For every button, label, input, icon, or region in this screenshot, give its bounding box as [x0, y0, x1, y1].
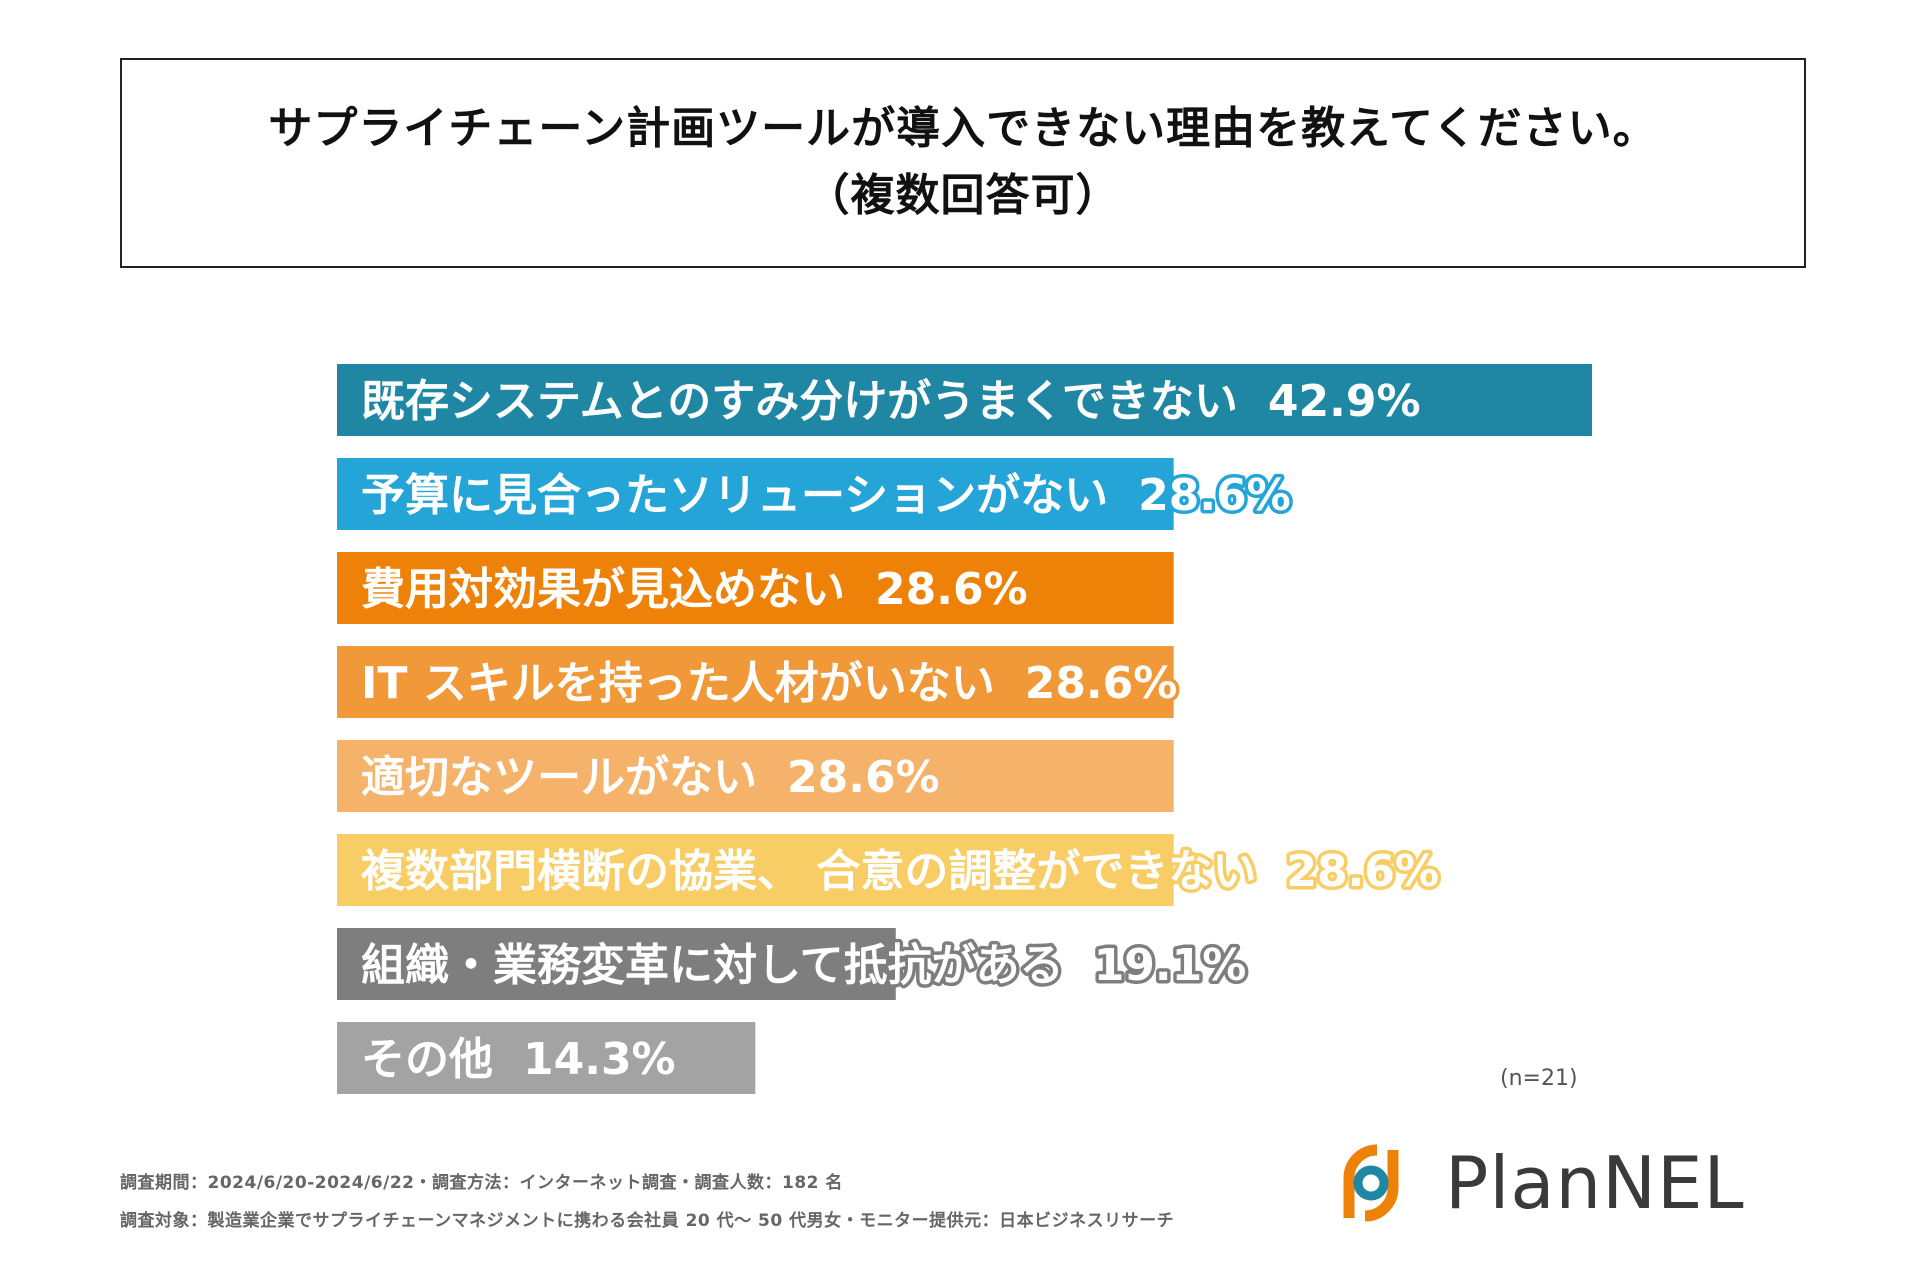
title-box: サプライチェーン計画ツールが導入できない理由を教えてください。 （複数回答可）: [120, 58, 1806, 268]
category-label: 既存システムとのすみ分けがうまくできない: [361, 376, 1238, 427]
bar-label-4: IT スキルを持った人材がいない 28.6%: [361, 658, 1177, 709]
plannel-logo: PlanNEL: [1335, 1140, 1745, 1226]
bar-label-7: 組織・業務変革に対して抵抗がある 19.1%: [361, 940, 1246, 991]
value-label: 28.6%: [787, 752, 940, 803]
category-label: 複数部門横断の協業、 合意の調整ができない: [361, 846, 1256, 897]
plannel-mark-icon: [1343, 1144, 1399, 1222]
value-label: 14.3%: [523, 1034, 676, 1085]
bar-8: [337, 1022, 756, 1094]
bar-label-5: 適切なツールがない 28.6%: [361, 752, 940, 803]
bar-label-1: 既存システムとのすみ分けがうまくできない 42.9%: [361, 376, 1421, 427]
value-label: 28.6%: [1138, 470, 1291, 521]
bar-5: [337, 740, 1174, 812]
category-label: その他: [361, 1034, 493, 1085]
value-label: 28.6%: [1286, 846, 1439, 897]
bar-3: [337, 552, 1174, 624]
category-label: 組織・業務変革に対して抵抗がある: [361, 940, 1064, 991]
bar-label-2: 予算に見合ったソリューションがない 28.6%: [361, 470, 1291, 521]
bar-7: [337, 928, 896, 1000]
bar-6: [337, 834, 1174, 906]
bar-label-8: その他 14.3%: [361, 1034, 676, 1085]
category-label: 予算に見合ったソリューションがない: [361, 470, 1108, 521]
survey-period-note: 調査期間：2024/6/20-2024/6/22・調査方法：インターネット調査・…: [120, 1173, 843, 1193]
value-label: 28.6%: [875, 564, 1028, 615]
chart-subtitle: （複数回答可）: [805, 170, 1121, 221]
value-label: 42.9%: [1268, 376, 1421, 427]
logo-text: PlanNEL: [1445, 1141, 1745, 1225]
bar-1: [337, 364, 1592, 436]
value-label: 28.6%: [1025, 658, 1178, 709]
survey-target-note: 調査対象：製造業企業でサプライチェーンマネジメントに携わる会社員 20 代〜 5…: [120, 1211, 1175, 1231]
bar-label-3: 費用対効果が見込めない 28.6%: [361, 564, 1028, 615]
chart-title: サプライチェーン計画ツールが導入できない理由を教えてください。: [268, 103, 1658, 155]
category-label: 適切なツールがない: [361, 752, 757, 803]
bar-2: [337, 458, 1174, 530]
value-label: 19.1%: [1094, 940, 1247, 991]
bar-label-6: 複数部門横断の協業、 合意の調整ができない 28.6%: [361, 846, 1439, 897]
category-label: 費用対効果が見込めない: [361, 564, 845, 615]
category-label: IT スキルを持った人材がいない: [361, 658, 995, 709]
sample-size-note: (n=21): [1500, 1066, 1578, 1091]
bar-4: [337, 646, 1174, 718]
